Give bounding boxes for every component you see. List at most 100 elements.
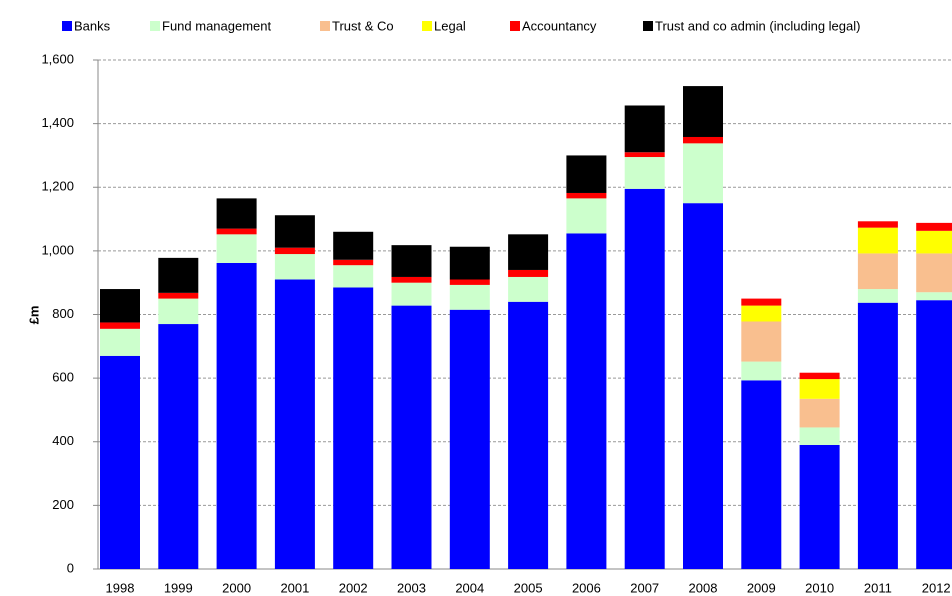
- bar-segment: [333, 287, 374, 569]
- bar-segment: [624, 105, 665, 153]
- x-tick-label: 2009: [747, 580, 776, 595]
- y-axis-label: £m: [26, 306, 41, 325]
- x-tick-label: 2001: [280, 580, 309, 595]
- bar-segment: [100, 355, 140, 569]
- y-tick-label: 1,000: [41, 242, 74, 257]
- bar-segment: [449, 309, 490, 569]
- bar-segment: [508, 276, 549, 302]
- x-tick-label: 2007: [630, 580, 659, 595]
- bar-segment: [158, 292, 199, 299]
- legend-swatch: [510, 21, 520, 31]
- legend-label: Fund management: [162, 18, 272, 33]
- bar-segment: [274, 215, 315, 248]
- legend-swatch: [643, 21, 653, 31]
- bar-segment: [799, 427, 840, 445]
- x-tick-label: 2010: [805, 580, 834, 595]
- bar-segment: [683, 143, 723, 204]
- bar-segment: [799, 372, 840, 380]
- y-tick-label: 1,400: [41, 115, 74, 130]
- bar-segment: [216, 262, 257, 569]
- bar-segment: [683, 203, 723, 569]
- bar-segment: [216, 234, 257, 263]
- legend-label: Trust & Co: [332, 18, 394, 33]
- bar-segment: [916, 300, 952, 569]
- bar-segment: [741, 298, 782, 306]
- bar-segment: [857, 221, 898, 228]
- bar-segment: [566, 155, 607, 193]
- y-tick-label: 1,600: [41, 51, 74, 66]
- bar-segment: [857, 289, 898, 303]
- x-tick-label: 2012: [922, 580, 951, 595]
- y-tick-label: 0: [67, 560, 74, 575]
- bar-segment: [391, 305, 432, 569]
- bar-segment: [274, 279, 315, 569]
- x-tick-label: 2004: [455, 580, 484, 595]
- x-tick-label: 1999: [164, 580, 193, 595]
- x-tick-label: 2008: [689, 580, 718, 595]
- bar-segment: [857, 227, 898, 254]
- bar-segment: [100, 328, 140, 356]
- bar-segment: [508, 234, 549, 270]
- bar-segment: [624, 157, 665, 189]
- bar-segment: [449, 284, 490, 310]
- bar-segment: [158, 298, 199, 325]
- bar-segment: [100, 289, 140, 323]
- bar-segment: [683, 136, 723, 144]
- legend-label: Legal: [434, 18, 466, 33]
- x-tick-label: 2005: [514, 580, 543, 595]
- bar-segment: [741, 380, 782, 569]
- bar-segment: [741, 305, 782, 322]
- bar-segment: [566, 192, 607, 199]
- bar-segment: [274, 247, 315, 255]
- bar-segment: [566, 233, 607, 570]
- y-tick-label: 600: [52, 370, 74, 385]
- legend-swatch: [422, 21, 432, 31]
- bar-segment: [391, 276, 432, 283]
- y-tick-label: 1,200: [41, 179, 74, 194]
- bar-segment: [216, 198, 257, 229]
- bar-segment: [624, 188, 665, 569]
- bar-segment: [158, 257, 199, 293]
- x-tick-label: 1998: [106, 580, 135, 595]
- y-tick-label: 400: [52, 433, 74, 448]
- bar-segment: [449, 246, 490, 280]
- bar-segment: [274, 254, 315, 280]
- bar-segment: [916, 292, 952, 301]
- legend-swatch: [62, 21, 72, 31]
- bar-segment: [857, 253, 898, 290]
- bar-segment: [799, 379, 840, 399]
- y-tick-label: 200: [52, 497, 74, 512]
- bar-segment: [508, 301, 549, 569]
- bar-segment: [333, 265, 374, 288]
- x-tick-label: 2011: [864, 580, 892, 595]
- bar-segment: [741, 361, 782, 381]
- legend-label: Trust and co admin (including legal): [655, 18, 860, 33]
- bar-segment: [683, 86, 723, 137]
- bar-segment: [100, 322, 140, 329]
- legend-label: Accountancy: [522, 18, 597, 33]
- bar-segment: [566, 198, 607, 234]
- bar-segment: [449, 279, 490, 285]
- legend-label: Banks: [74, 18, 111, 33]
- x-tick-label: 2002: [339, 580, 368, 595]
- bar-segment: [333, 259, 374, 266]
- bar-segment: [916, 230, 952, 254]
- legend-swatch: [150, 21, 160, 31]
- bar-segment: [799, 398, 840, 428]
- bar-segment: [391, 282, 432, 306]
- bar-segment: [741, 321, 782, 362]
- x-tick-label: 2003: [397, 580, 426, 595]
- x-tick-label: 2006: [572, 580, 601, 595]
- bar-segment: [158, 324, 199, 569]
- bar-segment: [391, 245, 432, 277]
- bar-segment: [799, 444, 840, 569]
- bar-segment: [857, 302, 898, 569]
- legend-swatch: [320, 21, 330, 31]
- y-tick-label: 800: [52, 306, 74, 321]
- bar-segment: [216, 228, 257, 235]
- bar-segment: [508, 269, 549, 277]
- bar-segment: [624, 152, 665, 158]
- x-tick-label: 2000: [222, 580, 251, 595]
- bar-segment: [916, 253, 952, 293]
